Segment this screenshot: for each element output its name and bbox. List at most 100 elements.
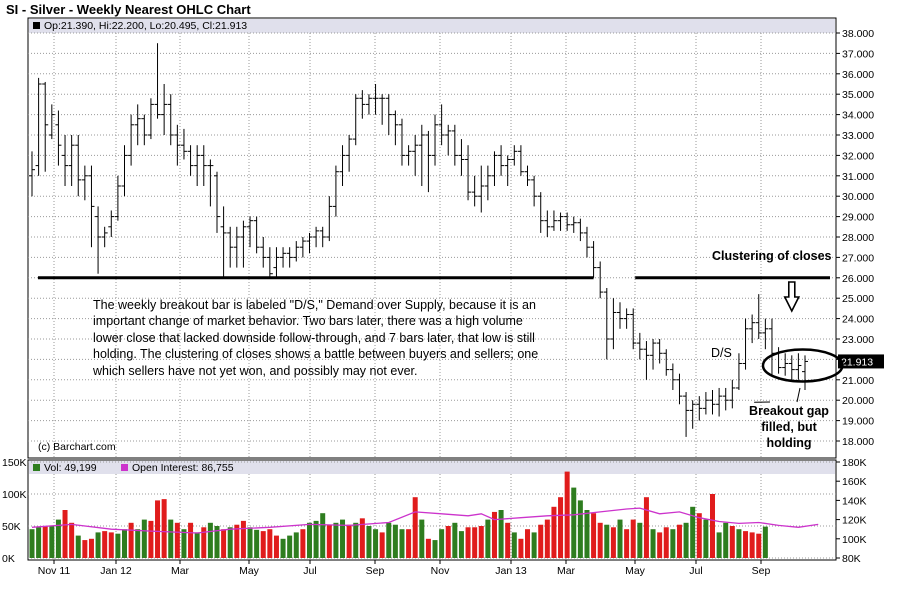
ohlc-bar xyxy=(35,77,42,176)
price-tick-label: 24.000 xyxy=(842,314,874,326)
ohlc-bar xyxy=(379,94,386,125)
volume-bar xyxy=(558,497,564,558)
volume-bar xyxy=(439,529,445,558)
ohlc-bar xyxy=(683,392,690,437)
oi-tick-label: 100K xyxy=(842,534,867,546)
ohlc-bar xyxy=(319,226,326,248)
x-tick-label: Mar xyxy=(557,565,576,577)
ohlc-bar xyxy=(339,145,346,186)
oi-legend-swatch xyxy=(121,464,128,471)
volume-bar xyxy=(531,532,537,558)
ohlc-bar xyxy=(782,353,789,376)
ohlc-bar xyxy=(735,353,742,390)
ohlc-bar xyxy=(550,210,557,231)
ohlc-bar xyxy=(313,226,320,248)
label-clustering-of-closes: Clustering of closes xyxy=(712,249,832,263)
oi-tick-label: 120K xyxy=(842,515,867,527)
ohlc-bar xyxy=(114,175,121,221)
volume-bar xyxy=(359,518,365,558)
volume-bar xyxy=(353,522,359,558)
ohlc-bar xyxy=(795,353,802,380)
ohlc-bar xyxy=(663,349,670,376)
ohlc-bar xyxy=(227,226,234,268)
ohlc-bar xyxy=(29,151,35,197)
ohlc-bar xyxy=(412,135,419,176)
ohlc-bar xyxy=(636,332,643,360)
volume-bar xyxy=(756,533,762,558)
price-tick-label: 32.000 xyxy=(842,150,874,162)
volume-bar xyxy=(425,538,431,558)
volume-bar xyxy=(610,527,616,558)
ohlc-bar xyxy=(471,175,478,207)
ohlc-bar xyxy=(95,206,102,274)
ohlc-bar xyxy=(418,124,425,186)
volume-bar xyxy=(373,529,379,558)
ohlc-bar xyxy=(465,145,472,201)
ohlc-bar xyxy=(630,308,637,350)
ohlc-bar xyxy=(689,400,696,429)
oi-tick-label: 180K xyxy=(842,457,867,469)
volume-bar xyxy=(135,529,141,558)
volume-bar xyxy=(280,538,286,558)
ohlc-bar xyxy=(187,145,194,176)
x-tick-label: Sep xyxy=(752,565,771,577)
ohlc-bar xyxy=(293,241,300,262)
volume-bar xyxy=(584,510,590,558)
ohlc-bar xyxy=(722,387,729,411)
volume-bar xyxy=(326,524,332,558)
volume-bar xyxy=(505,522,511,558)
copyright-label: (c) Barchart.com xyxy=(38,441,116,453)
volume-bar xyxy=(55,519,61,558)
ohlc-bar xyxy=(623,308,630,329)
volume-bar xyxy=(254,529,260,558)
ohlc-bar xyxy=(517,145,524,176)
volume-bar xyxy=(188,522,194,558)
down-arrow-icon xyxy=(783,281,801,313)
ohlc-bar xyxy=(788,355,795,380)
ohlc-bar xyxy=(762,318,769,350)
ohlc-bar xyxy=(458,139,465,176)
ohlc-bar xyxy=(359,90,366,119)
volume-bar xyxy=(637,522,643,558)
price-tick-label: 20.000 xyxy=(842,395,874,407)
price-tick-label: 25.000 xyxy=(842,293,874,305)
volume-tick-label: 0K xyxy=(2,553,15,565)
volume-bar xyxy=(412,497,418,558)
volume-bar xyxy=(75,535,81,558)
x-tick-label: Jul xyxy=(303,565,316,577)
ohlc-bar xyxy=(577,218,584,242)
ohlc-bar xyxy=(55,110,62,166)
ohlc-bar xyxy=(716,387,723,417)
ohlc-bar xyxy=(247,216,254,248)
ohlc-bar xyxy=(570,216,577,233)
volume-bar xyxy=(577,500,583,558)
last-price-label: 21.913 xyxy=(841,356,873,368)
price-plot-frame xyxy=(27,17,837,459)
ohlc-bar xyxy=(491,151,498,186)
ohlc-bar xyxy=(524,165,531,186)
ohlc-bar xyxy=(544,210,551,237)
ohlc-bar xyxy=(101,226,108,248)
price-tick-label: 35.000 xyxy=(842,89,874,101)
x-tick-label: Nov 11 xyxy=(38,565,71,577)
volume-tick-label: 50K xyxy=(2,521,21,533)
open-interest-line xyxy=(31,507,819,534)
ohlc-bar xyxy=(253,216,260,254)
volume-bar xyxy=(386,522,392,558)
volume-panel: 0K 50K 100K 150K 80K 100K 120K 140K 160K 180K Vol:… xyxy=(2,457,867,577)
price-tick-label: 27.000 xyxy=(842,252,874,264)
ohlc-bar xyxy=(326,196,333,242)
ohlc-bar xyxy=(372,84,379,115)
volume-bar xyxy=(234,524,240,558)
ohlc-bar xyxy=(240,220,247,268)
volume-bar xyxy=(591,513,597,558)
volume-bar xyxy=(214,526,220,558)
ohlc-bar xyxy=(260,237,267,268)
last-price-marker xyxy=(838,354,884,369)
price-tick-label: 31.000 xyxy=(842,171,874,183)
ohlc-bar xyxy=(729,379,736,409)
price-tick-label: 29.000 xyxy=(842,212,874,224)
ohlc-bar xyxy=(213,171,220,233)
volume-bar xyxy=(42,526,48,558)
oi-tick-label: 80K xyxy=(842,553,861,565)
